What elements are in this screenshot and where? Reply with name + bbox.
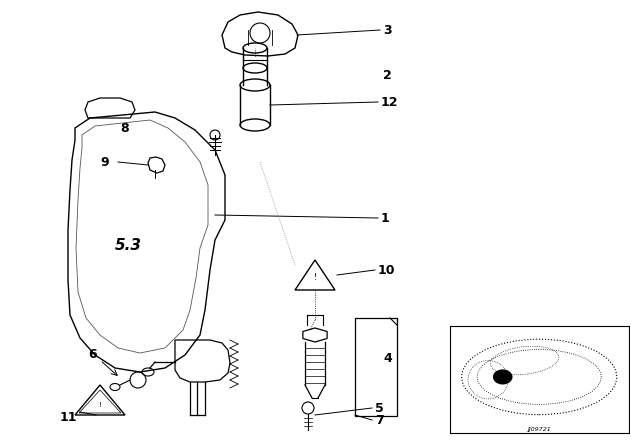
Text: 11: 11 (60, 410, 77, 423)
Text: 5.3: 5.3 (115, 237, 141, 253)
Text: 10: 10 (378, 263, 396, 276)
Text: 4: 4 (383, 352, 392, 365)
Text: 2: 2 (383, 69, 392, 82)
Circle shape (493, 370, 512, 384)
Text: 12: 12 (381, 95, 399, 108)
Bar (355, 318, 397, 416)
Text: !: ! (99, 402, 101, 408)
Text: !: ! (314, 273, 317, 283)
Text: JJ09721: JJ09721 (527, 427, 551, 432)
Text: 8: 8 (120, 121, 129, 134)
Text: 9: 9 (100, 155, 109, 168)
Text: 5: 5 (375, 401, 384, 414)
Text: 1: 1 (381, 211, 390, 224)
Text: 7: 7 (375, 414, 384, 426)
Text: 3: 3 (383, 23, 392, 36)
Text: 6: 6 (88, 349, 97, 362)
